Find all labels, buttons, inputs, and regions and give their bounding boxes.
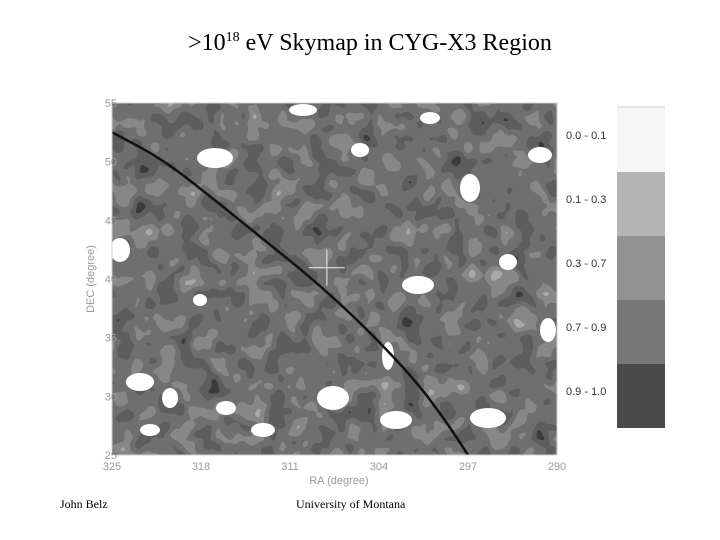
low-density-patch: [197, 148, 233, 168]
low-density-patches: [112, 104, 556, 437]
slide-title: >1018 eV Skymap in CYG-X3 Region: [0, 30, 720, 57]
galactic-plane-line: [112, 131, 470, 455]
plot-frame: [111, 102, 558, 456]
legend-swatch: [617, 236, 665, 300]
low-density-patch: [540, 318, 556, 342]
low-density-patch: [351, 143, 369, 157]
low-density-patch: [317, 386, 349, 410]
legend-swatch: [617, 108, 665, 172]
x-axis-ticks: 325 318 311 304 297 290: [103, 461, 566, 473]
legend-swatch: [617, 172, 665, 236]
low-density-patch: [162, 388, 178, 408]
low-density-patch: [251, 423, 275, 437]
low-density-patch: [380, 411, 412, 429]
y-tick-label: 55: [105, 98, 117, 110]
y-axis-ticks: 55 50 45 40 35 30 25: [105, 98, 117, 462]
x-tick-label: 304: [370, 461, 388, 473]
title-exponent: 18: [225, 30, 240, 45]
legend: 0.0 - 0.1 0.1 - 0.3 0.3 - 0.7 0.7 - 0.9 0.9 …: [566, 106, 665, 428]
x-tick-label: 311: [281, 461, 299, 473]
y-tick-label: 25: [105, 450, 117, 462]
low-density-patch: [420, 112, 440, 124]
y-axis-title: DEC (degree): [85, 245, 97, 313]
y-tick-label: 50: [105, 157, 117, 169]
legend-swatch: [617, 364, 665, 428]
low-density-patch: [140, 424, 160, 436]
low-density-patch: [460, 174, 480, 202]
low-density-patch: [528, 147, 552, 163]
x-tick-label: 297: [459, 461, 477, 473]
y-tick-label: 40: [105, 274, 117, 286]
low-density-patch: [193, 294, 207, 306]
legend-label: 0.1 - 0.3: [566, 194, 606, 206]
low-density-patch: [112, 238, 130, 262]
source-marker: [308, 249, 345, 286]
footer-author: John Belz: [60, 497, 108, 511]
low-density-patch: [216, 401, 236, 415]
y-tick-label: 30: [105, 391, 117, 403]
plot-area: [112, 103, 557, 455]
legend-label: 0.0 - 0.1: [566, 130, 606, 142]
low-density-patch: [289, 104, 317, 116]
legend-swatch: [617, 300, 665, 364]
x-axis-title: RA (degree): [309, 475, 368, 487]
x-tick-label: 318: [192, 461, 210, 473]
low-density-patch: [402, 276, 434, 294]
x-tick-label: 325: [103, 461, 121, 473]
low-density-patch: [470, 408, 506, 428]
low-density-patch: [499, 254, 517, 270]
legend-label: 0.7 - 0.9: [566, 322, 606, 334]
y-tick-label: 45: [105, 215, 117, 227]
legend-label: 0.3 - 0.7: [566, 258, 606, 270]
x-tick-label: 290: [548, 461, 566, 473]
legend-label: 0.9 - 1.0: [566, 386, 606, 398]
low-density-patch: [126, 373, 154, 391]
title-prefix: >10: [188, 30, 226, 56]
y-tick-label: 35: [105, 333, 117, 345]
footer-institution: University of Montana: [296, 497, 406, 511]
title-suffix: eV Skymap in CYG-X3 Region: [239, 30, 552, 56]
